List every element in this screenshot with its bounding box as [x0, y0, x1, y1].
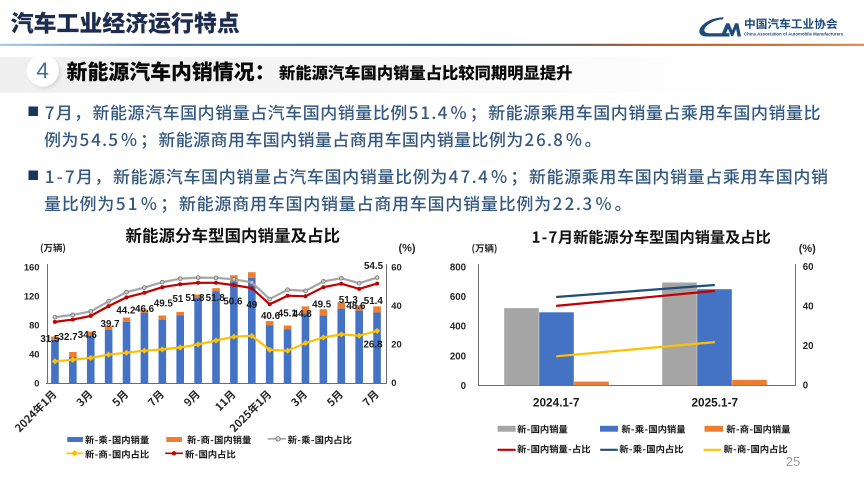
svg-text:40: 40: [29, 348, 39, 359]
svg-text:51: 51: [172, 294, 183, 305]
svg-text:(%): (%): [398, 243, 415, 255]
svg-text:39.7: 39.7: [101, 319, 121, 330]
svg-text:0: 0: [803, 381, 808, 392]
svg-text:45.1: 45.1: [278, 308, 298, 319]
svg-text:44.2: 44.2: [116, 305, 136, 316]
svg-text:51.4: 51.4: [364, 296, 384, 307]
svg-text:400: 400: [450, 322, 466, 333]
svg-text:26.8: 26.8: [363, 339, 383, 350]
svg-text:51.3: 51.3: [339, 295, 359, 306]
svg-text:40: 40: [803, 302, 814, 313]
svg-text:51.8: 51.8: [206, 293, 226, 304]
svg-text:0: 0: [461, 381, 466, 392]
svg-text:49.5: 49.5: [154, 299, 174, 310]
svg-text:49.5: 49.5: [312, 300, 332, 311]
svg-text:160: 160: [24, 261, 40, 272]
svg-text:200: 200: [450, 351, 466, 362]
svg-text:60: 60: [803, 262, 814, 273]
svg-text:4: 4: [36, 58, 49, 83]
svg-text:25: 25: [786, 454, 800, 469]
svg-text:2024.1-7: 2024.1-7: [533, 395, 580, 409]
svg-text:51.8: 51.8: [185, 293, 205, 304]
svg-text:120: 120: [24, 290, 40, 301]
svg-text:2025.1-7: 2025.1-7: [692, 395, 739, 409]
svg-text:600: 600: [450, 292, 466, 303]
svg-text:(%): (%): [799, 243, 816, 255]
svg-text:80: 80: [29, 319, 39, 330]
svg-text:31.5: 31.5: [40, 334, 60, 345]
svg-text:China Association of Automobil: China Association of Automobile Manufact…: [744, 32, 844, 37]
svg-text:60: 60: [391, 261, 401, 272]
svg-text:800: 800: [450, 263, 466, 274]
svg-text:48.6: 48.6: [346, 301, 366, 312]
svg-text:40.6: 40.6: [261, 311, 281, 322]
svg-text:34.6: 34.6: [78, 330, 98, 341]
svg-text:0: 0: [391, 377, 396, 388]
svg-text:46.6: 46.6: [135, 304, 155, 315]
svg-text:32.7: 32.7: [59, 332, 79, 343]
svg-text:49: 49: [246, 300, 257, 311]
svg-text:20: 20: [391, 338, 401, 349]
svg-text:54.5: 54.5: [364, 261, 384, 272]
svg-text:20: 20: [803, 341, 814, 352]
svg-text:40: 40: [391, 300, 401, 311]
svg-text:50.6: 50.6: [223, 296, 243, 307]
svg-text:44.8: 44.8: [293, 309, 313, 320]
svg-text:0: 0: [34, 377, 39, 388]
